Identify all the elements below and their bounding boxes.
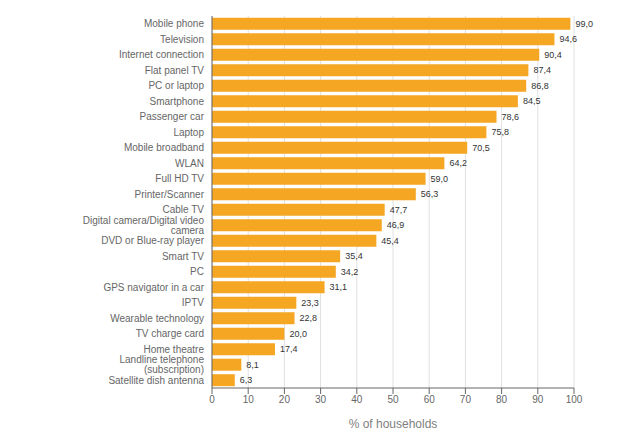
svg-text:60: 60 [424, 394, 436, 405]
svg-text:100: 100 [566, 394, 583, 405]
svg-text:84,5: 84,5 [523, 96, 541, 106]
svg-text:23,3: 23,3 [301, 298, 319, 308]
svg-text:Mobile broadband: Mobile broadband [124, 142, 204, 153]
svg-text:70: 70 [460, 394, 472, 405]
svg-text:Home theatre: Home theatre [143, 344, 204, 355]
svg-text:78,6: 78,6 [502, 112, 520, 122]
svg-text:46,9: 46,9 [387, 220, 405, 230]
svg-text:64,2: 64,2 [449, 158, 467, 168]
svg-text:Smartphone: Smartphone [150, 96, 205, 107]
svg-text:Printer/Scanner: Printer/Scanner [135, 189, 205, 200]
svg-text:Wearable technology: Wearable technology [110, 313, 204, 324]
svg-text:20,0: 20,0 [289, 329, 307, 339]
svg-text:90,4: 90,4 [544, 50, 562, 60]
svg-text:Internet connection: Internet connection [119, 49, 204, 60]
svg-text:DVD or Blue-ray player: DVD or Blue-ray player [101, 235, 204, 246]
svg-text:50: 50 [387, 394, 399, 405]
svg-text:75,8: 75,8 [491, 127, 509, 137]
svg-text:Landline telephone(subscriptio: Landline telephone(subscription) [119, 354, 204, 375]
svg-text:94,6: 94,6 [559, 34, 577, 44]
svg-text:Television: Television [160, 34, 204, 45]
svg-text:99,0: 99,0 [575, 19, 593, 29]
svg-text:17,4: 17,4 [280, 344, 298, 354]
svg-text:86,8: 86,8 [531, 81, 549, 91]
svg-text:TV charge card: TV charge card [136, 328, 204, 339]
svg-text:Smart TV: Smart TV [162, 251, 204, 262]
svg-text:PC or laptop: PC or laptop [148, 80, 204, 91]
svg-text:40: 40 [351, 394, 363, 405]
svg-text:PC: PC [190, 266, 204, 277]
svg-text:10: 10 [243, 394, 255, 405]
svg-text:Satellite dish antenna: Satellite dish antenna [108, 375, 204, 386]
svg-text:20: 20 [279, 394, 291, 405]
svg-text:6,3: 6,3 [240, 375, 253, 385]
svg-text:34,2: 34,2 [341, 267, 359, 277]
svg-text:% of households: % of households [349, 417, 438, 431]
svg-text:31,1: 31,1 [330, 282, 348, 292]
svg-text:IPTV: IPTV [182, 297, 205, 308]
svg-text:Laptop: Laptop [173, 127, 204, 138]
svg-text:Full HD TV: Full HD TV [155, 173, 204, 184]
svg-text:30: 30 [315, 394, 327, 405]
svg-text:Flat panel TV: Flat panel TV [145, 65, 205, 76]
svg-text:87,4: 87,4 [533, 65, 551, 75]
svg-text:Passenger car: Passenger car [140, 111, 205, 122]
svg-text:70,5: 70,5 [472, 143, 490, 153]
svg-text:56,3: 56,3 [421, 189, 439, 199]
svg-text:59,0: 59,0 [431, 174, 449, 184]
svg-text:90: 90 [532, 394, 544, 405]
svg-text:Cable TV: Cable TV [162, 204, 204, 215]
svg-text:47,7: 47,7 [390, 205, 408, 215]
svg-text:Mobile phone: Mobile phone [144, 18, 204, 29]
svg-text:35,4: 35,4 [345, 251, 363, 261]
svg-text:WLAN: WLAN [175, 158, 204, 169]
svg-text:45,4: 45,4 [381, 236, 399, 246]
svg-text:22,8: 22,8 [300, 313, 318, 323]
svg-text:GPS navigator in a car: GPS navigator in a car [103, 282, 204, 293]
svg-text:0: 0 [209, 394, 215, 405]
svg-text:8,1: 8,1 [246, 360, 259, 370]
svg-text:80: 80 [496, 394, 508, 405]
svg-text:Digital camera/Digital videoca: Digital camera/Digital videocamera [83, 215, 205, 236]
